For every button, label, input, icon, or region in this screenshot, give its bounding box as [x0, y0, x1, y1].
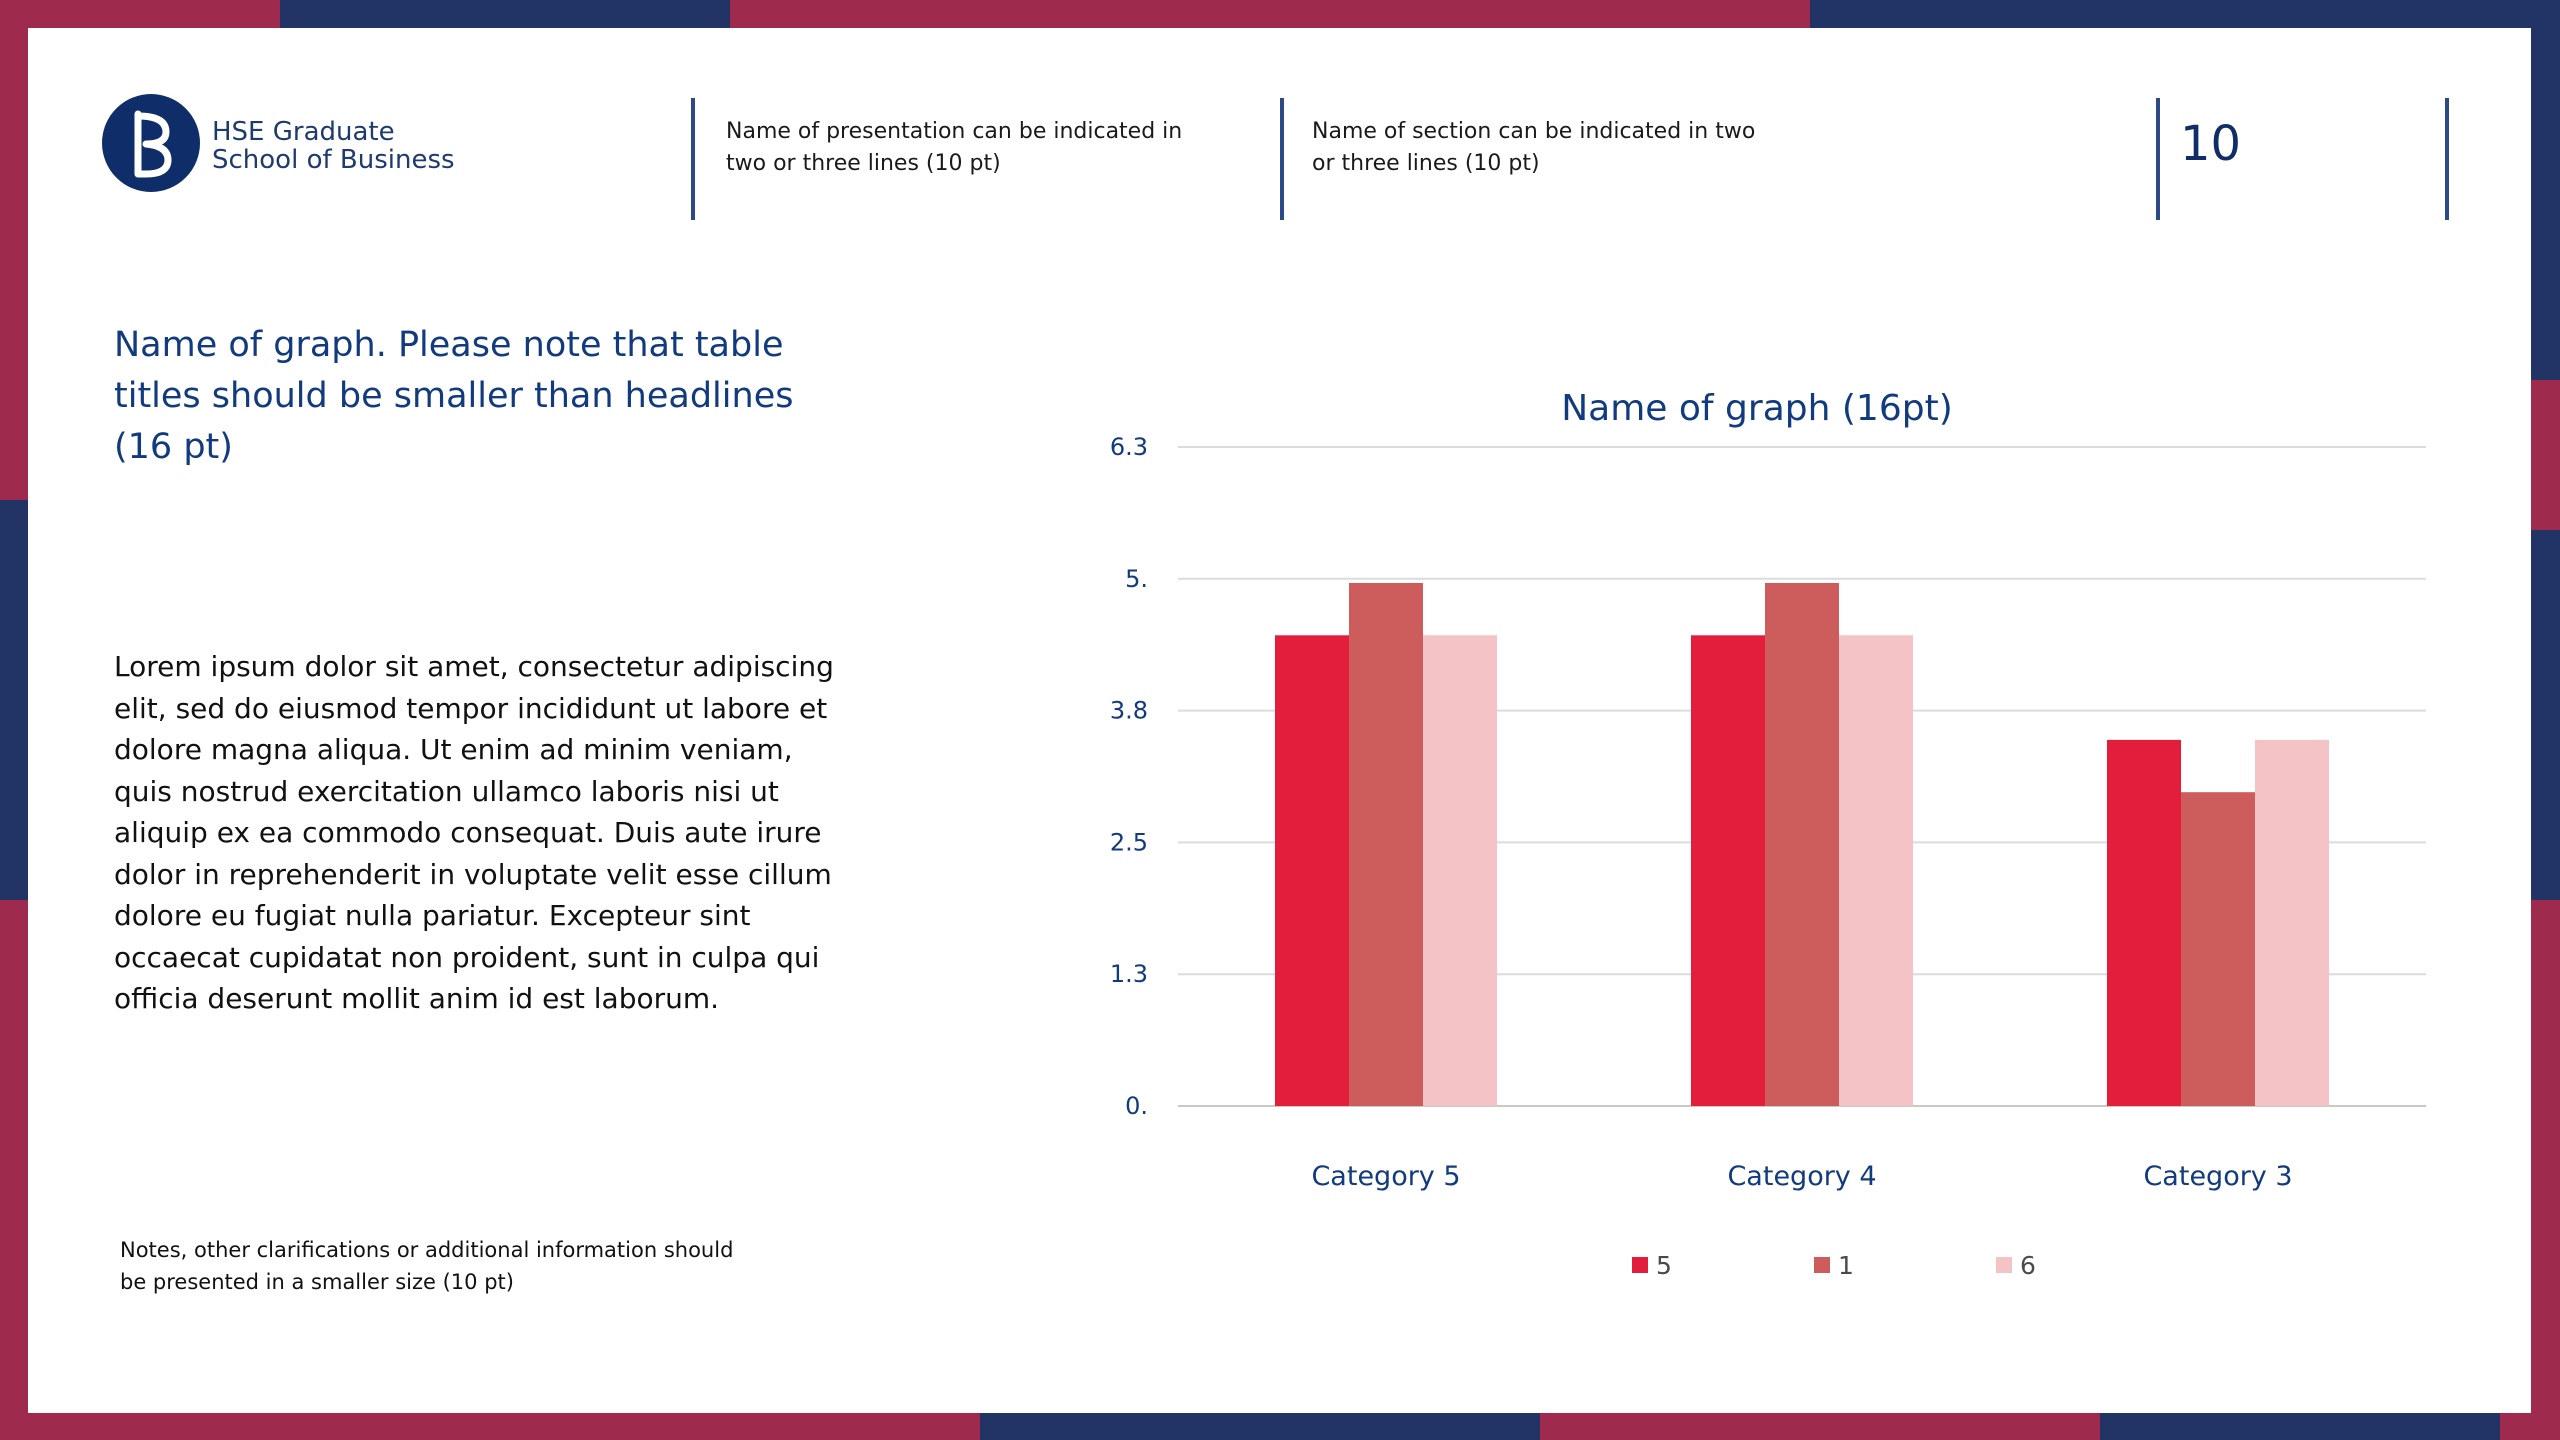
legend-label: 1: [1838, 1251, 1854, 1280]
header-divider-1: [691, 98, 695, 220]
y-tick-label: 0.: [1125, 1092, 1148, 1120]
legend-swatch: [1632, 1257, 1648, 1273]
bar: [1691, 635, 1765, 1106]
bar: [1349, 582, 1423, 1106]
y-tick-label: 1.3: [1110, 960, 1148, 988]
legend-swatch: [1996, 1257, 2012, 1273]
logo-text: HSE Graduate School of Business: [212, 118, 472, 174]
section-name: Name of section can be indicated in two …: [1312, 119, 1756, 176]
bar: [2181, 792, 2255, 1106]
chart-title: Name of graph (16pt): [1561, 388, 1952, 429]
graph-headline: Name of graph. Please note that table ti…: [114, 325, 794, 467]
y-tick-label: 2.5: [1110, 828, 1148, 856]
y-tick-label: 3.8: [1110, 697, 1148, 725]
slide: HSE Graduate School of Business Name of …: [28, 28, 2531, 1413]
bar: [1765, 582, 1839, 1106]
header-divider-3: [2156, 98, 2160, 220]
presentation-name: Name of presentation can be indicated in…: [726, 119, 1183, 176]
chart-legend: 5 1 6: [1632, 1251, 2036, 1280]
body-text: Lorem ipsum dolor sit amet, consectetur …: [114, 650, 834, 1015]
category-label: Category 3: [2143, 1161, 2292, 1192]
y-tick-label: 5.: [1125, 565, 1148, 593]
logo-mark: [134, 110, 172, 178]
legend-swatch: [1814, 1257, 1830, 1273]
header-divider-4: [2445, 98, 2449, 220]
bar: [2255, 739, 2329, 1106]
logo-line-1: HSE Graduate: [212, 117, 395, 147]
category-label: Category 5: [1311, 1161, 1460, 1192]
bar: [1839, 635, 1913, 1106]
notes-text: Notes, other clarifications or additiona…: [120, 1238, 734, 1294]
legend-label: 6: [2020, 1251, 2036, 1280]
y-tick-label: 6.3: [1110, 433, 1148, 461]
bar: [2107, 739, 2181, 1106]
legend-label: 5: [1656, 1251, 1672, 1280]
logo-line-2: School of Business: [212, 145, 455, 175]
chart-bars: [1275, 582, 2329, 1106]
category-label: Category 4: [1727, 1161, 1876, 1192]
hse-logo-icon: [102, 94, 200, 192]
header-divider-2: [1280, 98, 1284, 220]
bar: [1423, 635, 1497, 1106]
page-number: 10: [2180, 116, 2242, 172]
bar: [1275, 635, 1349, 1106]
chart-axis-labels: 6.3 5. 3.8 2.5 1.3 0. Category 5 Category 4 Cate…: [1110, 433, 2293, 1192]
bar-chart: Name of graph (16pt) 6.3 5. 3.8 2.5 1.3 0. Cat…: [1110, 388, 2426, 1280]
